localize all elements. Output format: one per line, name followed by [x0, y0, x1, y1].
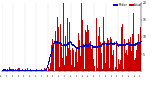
- Legend: Median, Actual: Median, Actual: [113, 3, 142, 7]
